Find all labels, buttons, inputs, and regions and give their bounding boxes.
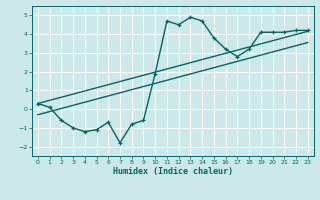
X-axis label: Humidex (Indice chaleur): Humidex (Indice chaleur) [113,167,233,176]
